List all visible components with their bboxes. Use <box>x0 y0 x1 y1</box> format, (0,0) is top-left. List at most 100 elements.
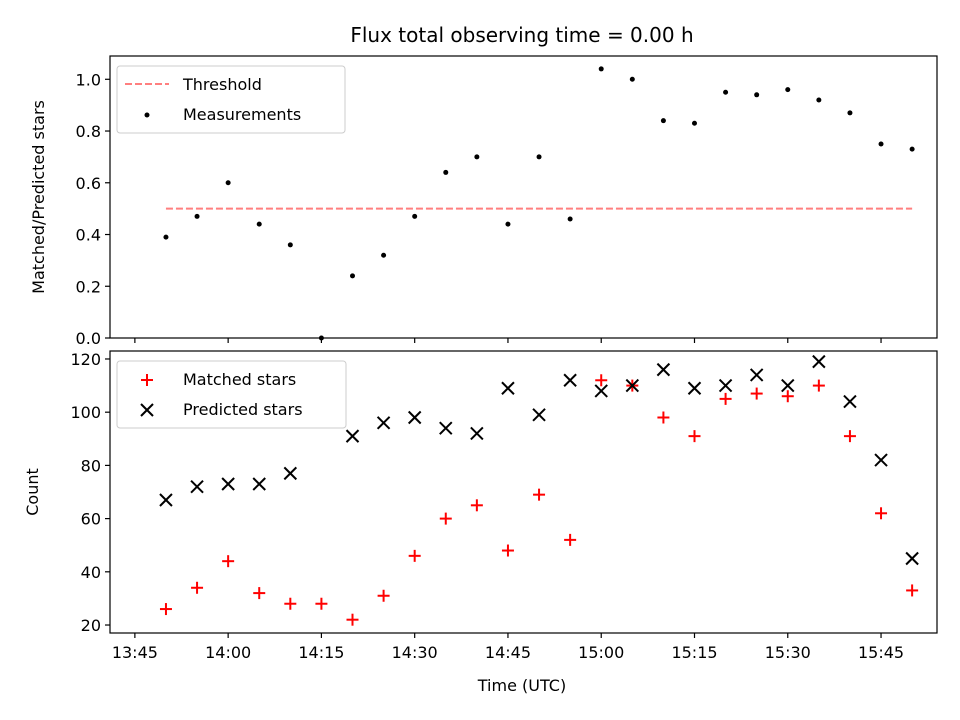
bottom-marks <box>159 354 919 626</box>
matched-star-point <box>284 597 297 610</box>
measurement-point <box>598 66 604 72</box>
measurement-point <box>785 87 791 93</box>
measurement-point <box>474 154 480 160</box>
measurement-point <box>256 221 262 227</box>
top-axes-frame <box>109 55 938 339</box>
top-ytick-label: 0.0 <box>76 329 101 348</box>
top-xticks <box>134 338 882 343</box>
bottom-ytick-label: 100 <box>70 403 101 422</box>
bottom-ytick-label: 80 <box>81 456 101 475</box>
legend-threshold-label: Threshold <box>182 75 262 94</box>
legend-measurements-label: Measurements <box>183 105 301 124</box>
bottom-xtick-label: 15:30 <box>765 643 811 662</box>
measurement-point <box>878 141 884 147</box>
matched-star-point <box>159 603 172 616</box>
measurement-point <box>287 242 293 248</box>
predicted-star-point <box>283 466 298 481</box>
predicted-star-point <box>781 378 795 393</box>
predicted-star-point <box>159 493 173 507</box>
predicted-star-point <box>718 378 733 393</box>
legend-matched-swatch <box>141 374 153 386</box>
top-ytick-label: 1.0 <box>76 70 101 89</box>
measurement-point <box>754 92 760 98</box>
bottom-xtick-label: 14:00 <box>205 643 251 662</box>
measurement-point <box>536 154 542 160</box>
predicted-star-point <box>625 378 640 393</box>
predicted-star-point <box>905 551 919 566</box>
bottom-legend-box <box>116 360 347 429</box>
predicted-star-point <box>221 477 235 491</box>
predicted-star-point <box>501 381 515 395</box>
legend-predicted-label: Predicted stars <box>183 400 303 419</box>
top-ytick-label: 0.2 <box>76 277 101 296</box>
matched-star-point <box>222 555 235 568</box>
matched-star-point <box>595 374 608 387</box>
top-ylabel: Matched/Predicted stars <box>29 100 48 294</box>
predicted-star-point <box>656 362 671 377</box>
matched-star-point <box>906 584 919 597</box>
matched-star-point <box>812 379 825 392</box>
top-ytick-label: 0.8 <box>76 122 101 141</box>
bottom-xtick-label: 15:45 <box>858 643 904 662</box>
matched-star-point <box>875 507 888 520</box>
measurement-point <box>381 252 387 258</box>
bottom-ytick-label: 120 <box>70 350 101 369</box>
bottom-ytick-label: 40 <box>81 563 101 582</box>
bottom-xtick-label: 14:30 <box>392 643 438 662</box>
bottom-axes-frame <box>109 350 938 634</box>
top-legend: Threshold Measurements <box>116 65 346 134</box>
bottom-ylabel: Count <box>23 468 42 516</box>
top-yticks: 0.0 0.2 0.4 0.6 0.8 1.0 <box>76 70 110 348</box>
predicted-star-point <box>594 384 608 398</box>
matched-star-point <box>781 390 794 403</box>
measurement-point <box>225 180 231 186</box>
measurement-point <box>909 146 915 152</box>
matched-star-point <box>191 581 204 594</box>
top-ytick-label: 0.6 <box>76 174 101 193</box>
predicted-star-point <box>843 394 857 409</box>
bottom-xticks: 13:45 14:00 14:15 14:30 14:45 15:00 15:15 15:30… <box>112 633 904 662</box>
predicted-star-point <box>749 368 764 382</box>
matched-star-point <box>843 430 856 443</box>
bottom-xtick-label: 14:45 <box>485 643 531 662</box>
predicted-star-point <box>470 426 484 441</box>
bottom-xtick-label: 15:15 <box>671 643 717 662</box>
predicted-star-point <box>407 410 422 425</box>
predicted-star-point <box>563 373 577 387</box>
bottom-xtick-label: 13:45 <box>112 643 158 662</box>
matched-star-point <box>501 544 514 557</box>
top-legend-box <box>116 65 346 134</box>
matched-star-point <box>253 587 266 600</box>
predicted-star-point <box>874 453 888 467</box>
bottom-xtick-label: 15:00 <box>578 643 624 662</box>
matched-star-point <box>719 392 732 405</box>
measurement-point <box>723 89 729 95</box>
predicted-star-point <box>252 477 266 491</box>
legend-measurements-swatch <box>144 112 150 118</box>
predicted-star-point <box>345 429 360 443</box>
bottom-yticks: 20 40 60 80 100 120 <box>70 350 110 635</box>
measurement-point <box>443 169 449 175</box>
predicted-star-point <box>439 421 453 435</box>
measurement-point <box>660 118 666 124</box>
chart-title: Flux total observing time = 0.00 h <box>350 23 693 47</box>
matched-star-point <box>439 512 452 525</box>
bottom-panel: Count Time (UTC) 20 40 60 80 100 120 13:45 14:… <box>23 350 938 695</box>
matched-star-point <box>750 387 763 400</box>
bottom-ytick-label: 20 <box>81 616 101 635</box>
measurement-point <box>629 76 635 82</box>
predicted-star-point <box>376 416 391 430</box>
matched-star-point <box>408 549 421 562</box>
matched-star-point <box>346 613 359 626</box>
legend-predicted-swatch <box>140 403 154 417</box>
measurement-point <box>691 120 697 126</box>
predicted-star-point <box>687 381 702 395</box>
top-panel: Flux total observing time = 0.00 h Match… <box>29 23 938 348</box>
matched-star-point <box>688 430 701 443</box>
measurement-point <box>847 110 853 116</box>
bottom-legend: Matched stars Predicted stars <box>116 360 347 429</box>
top-marks <box>163 66 915 341</box>
matched-star-point <box>315 597 328 610</box>
predicted-star-point <box>190 479 204 494</box>
measurement-point <box>505 221 511 227</box>
